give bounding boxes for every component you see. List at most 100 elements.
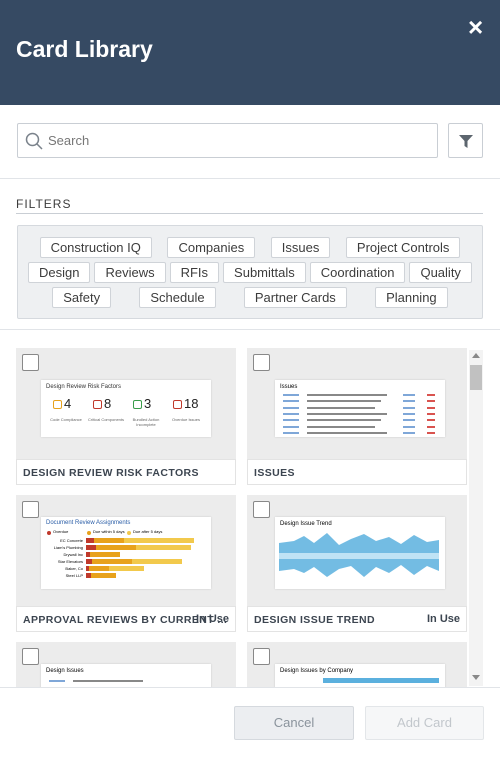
thumb-title: Design Issues by Company xyxy=(280,668,354,674)
filter-button[interactable] xyxy=(448,123,483,158)
thumb-title: Document Review Assignments xyxy=(46,520,131,526)
checkbox[interactable] xyxy=(22,501,39,518)
bar-segment xyxy=(90,552,120,557)
filter-chip[interactable]: Quality xyxy=(409,262,472,283)
card[interactable]: Design Issues by Company xyxy=(247,642,467,687)
stat-icon xyxy=(133,400,142,409)
trend-area xyxy=(279,533,439,577)
bar-segment xyxy=(86,566,89,571)
chip-row: Safety Schedule Partner Cards Planning xyxy=(24,287,476,308)
stat-icon xyxy=(53,400,62,409)
filter-chip[interactable]: Issues xyxy=(270,237,331,258)
card[interactable]: Document Review Assignments Overdue Due wi… xyxy=(16,495,236,632)
stat-label: Bundled Action Incomplete xyxy=(132,417,160,427)
thumbnail: Design Review Risk Factors 4 Code Complian… xyxy=(41,380,211,437)
card[interactable]: Design Issues xyxy=(16,642,236,687)
filter-chip[interactable]: Design xyxy=(28,262,91,283)
scroll-down xyxy=(472,675,480,680)
row-status xyxy=(403,406,415,409)
row-id xyxy=(283,406,299,409)
card-label: ISSUES xyxy=(254,467,295,479)
header: Card Library × xyxy=(0,0,500,105)
filter-chip[interactable]: Reviews xyxy=(94,262,166,283)
checkbox[interactable] xyxy=(253,354,270,371)
thumbnail: Issues xyxy=(275,380,445,437)
bar-segment xyxy=(136,545,191,550)
row-priority xyxy=(427,419,435,422)
divider xyxy=(0,687,500,688)
scroll-up xyxy=(472,353,480,358)
filter-chip[interactable]: Planning xyxy=(375,287,448,308)
bar xyxy=(323,678,439,683)
card-label: DESIGN REVIEW RISK FACTORS xyxy=(23,467,199,479)
filter-chip[interactable]: RFIs xyxy=(169,262,220,283)
row-id xyxy=(49,680,65,682)
filter-chip[interactable]: Partner Cards xyxy=(243,287,347,308)
search-box[interactable]: Search xyxy=(17,123,438,158)
search-placeholder: Search xyxy=(48,133,90,148)
filter-chip[interactable]: Construction IQ xyxy=(39,237,152,258)
thumbnail: Design Issues xyxy=(41,664,211,687)
label-bar: APPROVAL REVIEWS BY CURRENT ... In Use xyxy=(16,606,236,632)
divider xyxy=(0,329,500,330)
row-status xyxy=(403,400,415,403)
filter-chip[interactable]: Submittals xyxy=(223,262,306,283)
bar-segment xyxy=(124,538,194,543)
card-label: DESIGN ISSUE TREND xyxy=(254,614,375,626)
bar-segment xyxy=(109,566,144,571)
row-text xyxy=(73,680,143,682)
filter-chip[interactable]: Safety xyxy=(52,287,112,308)
search-icon xyxy=(25,132,43,150)
scroll-thumb xyxy=(470,365,482,390)
row-text xyxy=(307,419,381,422)
card-status: In Use xyxy=(195,613,229,625)
bar-segment xyxy=(86,552,90,557)
filters-heading: FILTERS xyxy=(16,197,72,211)
divider xyxy=(0,178,500,179)
label-bar: DESIGN ISSUE TREND In Use xyxy=(247,606,467,632)
stat-icon xyxy=(93,400,102,409)
checkbox[interactable] xyxy=(253,648,270,665)
bar-segment xyxy=(86,573,91,578)
filter-chip[interactable]: Project Controls xyxy=(345,237,461,258)
row-status xyxy=(403,425,415,428)
bar-segment xyxy=(86,538,94,543)
filter-chip[interactable]: Schedule xyxy=(139,287,216,308)
stat-value: 3 xyxy=(144,396,152,411)
filter-panel: Construction IQ Companies Issues Project Co… xyxy=(17,225,483,319)
bar-segment xyxy=(132,559,182,564)
card-grid: Design Review Risk Factors 4 Code Complian… xyxy=(0,340,500,687)
checkbox[interactable] xyxy=(253,501,270,518)
thumb-title: Design Review Risk Factors xyxy=(46,384,122,390)
card[interactable]: Design Issue Trend DESIGN ISSUE TREND In U… xyxy=(247,495,467,632)
checkbox[interactable] xyxy=(22,354,39,371)
filter-chip[interactable]: Companies xyxy=(167,237,256,258)
row-id xyxy=(283,431,299,434)
row-text xyxy=(307,394,387,396)
checkbox[interactable] xyxy=(22,648,39,665)
thumb-title: Design Issues xyxy=(46,668,84,674)
divider xyxy=(16,213,483,214)
stat-label: Critical Components xyxy=(87,417,124,422)
filter-chip[interactable]: Coordination xyxy=(309,262,406,283)
card[interactable]: Issues ISSUES xyxy=(247,348,467,485)
row-id xyxy=(283,412,299,415)
category-label: Star Elevators xyxy=(57,559,83,564)
row-text xyxy=(307,406,375,409)
legend-dot xyxy=(87,531,91,535)
bar-segment xyxy=(94,538,124,543)
cancel-button[interactable]: Cancel xyxy=(234,706,354,740)
bar-segment xyxy=(92,559,132,564)
row-status xyxy=(403,412,415,415)
add-card-button[interactable]: Add Card xyxy=(365,706,484,740)
label-bar: ISSUES xyxy=(247,459,467,485)
bar-segment xyxy=(86,559,92,564)
chip-row: Construction IQ Companies Issues Project Co… xyxy=(24,237,476,258)
thumb-title: Design Issue Trend xyxy=(280,521,332,527)
thumbnail: Design Issue Trend xyxy=(275,517,445,589)
thumbnail: Design Issues by Company xyxy=(275,664,445,687)
close-button[interactable]: × xyxy=(468,12,484,42)
card-status: In Use xyxy=(426,613,460,625)
card[interactable]: Design Review Risk Factors 4 Code Complian… xyxy=(16,348,236,485)
filter-icon xyxy=(459,135,473,148)
